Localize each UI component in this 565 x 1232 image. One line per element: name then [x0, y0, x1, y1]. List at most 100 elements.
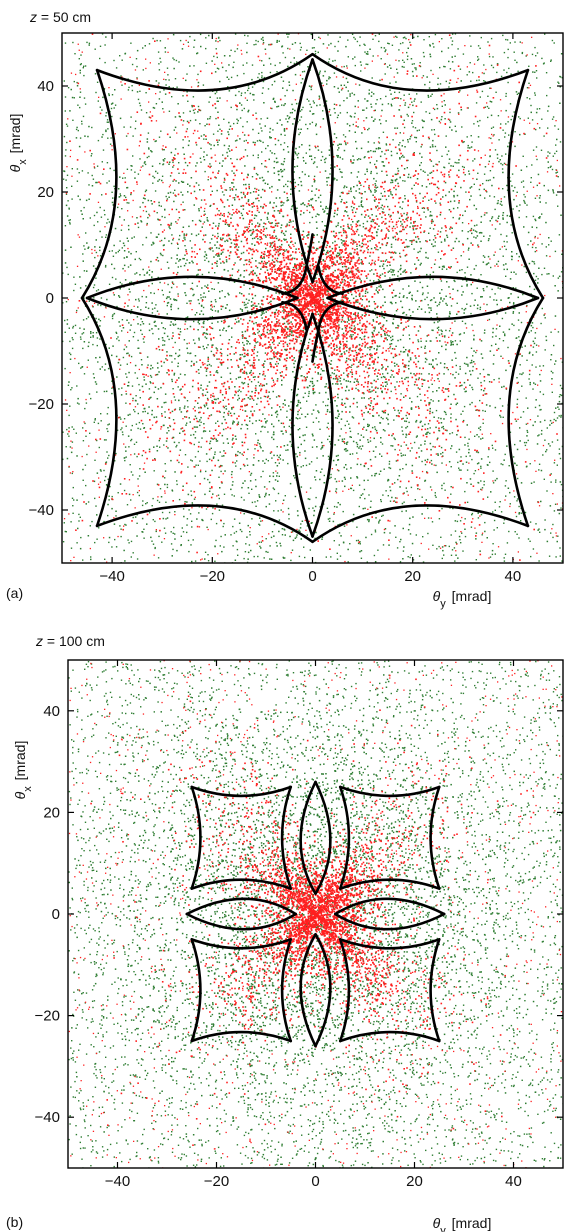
green-point: [335, 383, 337, 385]
green-point: [281, 281, 283, 283]
green-point: [231, 214, 233, 216]
green-point: [318, 421, 320, 423]
green-point: [347, 39, 349, 41]
green-point: [255, 112, 257, 114]
green-point: [443, 428, 445, 430]
green-point: [294, 272, 296, 274]
green-point: [205, 470, 207, 473]
green-point: [371, 77, 373, 79]
green-point: [137, 323, 139, 325]
green-point: [390, 103, 392, 106]
green-point: [210, 365, 212, 367]
green-point: [447, 368, 449, 371]
green-point: [261, 92, 264, 94]
green-point: [243, 72, 245, 75]
green-point: [483, 484, 485, 486]
green-point: [70, 521, 72, 523]
green-point: [87, 535, 90, 537]
green-point: [517, 296, 519, 299]
green-point: [278, 475, 280, 477]
green-point: [461, 126, 463, 128]
green-point: [297, 152, 300, 155]
green-point: [165, 297, 168, 300]
green-point: [262, 226, 265, 228]
green-point: [269, 545, 271, 547]
green-point: [448, 315, 451, 318]
green-point: [255, 505, 257, 507]
green-point: [121, 84, 123, 86]
green-point: [209, 242, 211, 244]
green-point: [202, 389, 204, 391]
green-point: [228, 133, 230, 136]
green-point: [398, 49, 400, 51]
green-point: [393, 419, 395, 421]
green-point: [64, 367, 66, 370]
green-point: [507, 145, 509, 148]
green-point: [388, 213, 390, 216]
green-point: [389, 277, 391, 279]
green-point: [120, 428, 122, 431]
green-point: [502, 416, 504, 418]
green-point: [187, 100, 189, 102]
green-point: [276, 122, 279, 124]
green-point: [283, 322, 286, 325]
green-point: [426, 76, 428, 78]
green-point: [180, 265, 182, 268]
green-point: [323, 370, 325, 372]
green-point: [471, 361, 473, 364]
green-point: [102, 149, 105, 151]
green-point: [356, 147, 358, 150]
green-point: [178, 399, 180, 402]
green-point: [220, 364, 223, 366]
green-point: [375, 180, 377, 182]
green-point: [253, 94, 255, 96]
green-point: [375, 207, 377, 209]
green-point: [334, 444, 336, 446]
green-point: [194, 431, 197, 433]
green-point: [358, 234, 360, 236]
green-point: [147, 132, 150, 134]
green-point: [145, 92, 147, 94]
green-point: [262, 374, 264, 376]
green-point: [182, 181, 185, 183]
green-point: [153, 107, 156, 109]
green-point: [212, 133, 215, 135]
green-point: [142, 338, 145, 340]
green-point: [207, 260, 210, 263]
green-point: [159, 162, 161, 165]
green-point: [229, 187, 231, 189]
green-point: [239, 581, 241, 583]
green-point: [299, 527, 302, 529]
green-point: [158, 338, 160, 340]
green-point: [268, 481, 271, 483]
green-point: [69, 405, 71, 407]
green-point: [241, 453, 243, 455]
green-point: [181, 194, 184, 196]
green-point: [341, 198, 343, 201]
green-point: [381, 273, 384, 275]
green-point: [251, 422, 254, 425]
green-point: [130, 324, 132, 326]
green-point: [254, 389, 257, 392]
green-point: [502, 217, 504, 219]
green-point: [70, 389, 72, 391]
green-point: [168, 240, 170, 242]
green-point: [465, 461, 468, 463]
green-point: [438, 352, 440, 354]
green-point: [255, 215, 258, 217]
green-point: [413, 63, 415, 65]
green-point: [359, 158, 362, 160]
green-point: [290, 321, 292, 323]
green-point: [256, 355, 258, 357]
green-point: [142, 268, 144, 271]
green-point: [379, 470, 382, 472]
green-point: [477, 59, 479, 61]
green-point: [168, 338, 170, 341]
green-point: [66, 215, 69, 217]
green-point: [312, 385, 314, 388]
green-point: [455, 451, 458, 453]
green-point: [217, 310, 219, 312]
green-point: [398, 217, 401, 219]
green-point: [379, 98, 382, 100]
green-point: [338, 544, 340, 546]
